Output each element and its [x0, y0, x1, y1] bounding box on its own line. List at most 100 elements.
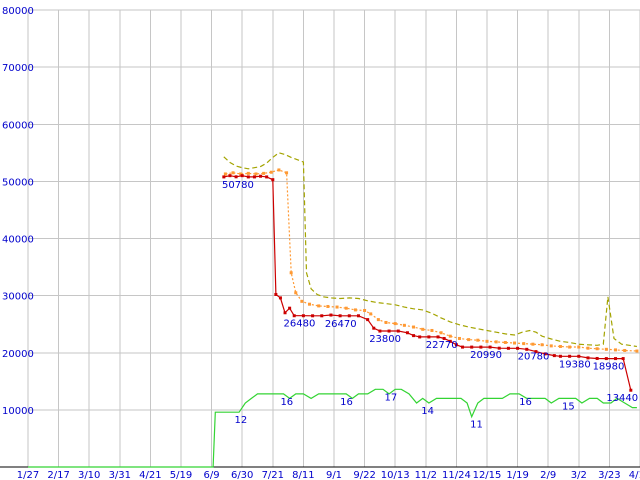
series-marker-lowest-price: [240, 174, 244, 178]
series-marker-average-price: [277, 168, 281, 172]
series-marker-lowest-price: [436, 335, 440, 339]
series-marker-lowest-price: [621, 357, 625, 361]
store-count-label: 17: [384, 392, 397, 403]
series-marker-lowest-price: [259, 174, 263, 178]
x-tick-label: 3/23: [598, 470, 620, 480]
series-marker-average-price: [384, 320, 388, 324]
series-marker-lowest-price: [525, 347, 529, 351]
series-marker-average-price: [457, 336, 461, 340]
x-tick-label: 9/1: [326, 470, 342, 480]
series-marker-average-price: [369, 312, 373, 316]
y-tick-label: 80000: [2, 6, 34, 17]
series-marker-lowest-price: [271, 178, 275, 182]
store-count-label: 16: [340, 397, 353, 408]
y-tick-label: 50000: [2, 177, 34, 188]
series-line-store-count: [28, 388, 637, 468]
series-marker-lowest-price: [347, 314, 351, 318]
series-marker-average-price: [595, 347, 599, 351]
price-value-label: 22770: [426, 340, 458, 351]
store-count-label: 12: [235, 415, 248, 426]
series-marker-average-price: [549, 344, 553, 348]
series-marker-average-price: [353, 308, 357, 312]
series-marker-lowest-price: [448, 339, 452, 343]
series-marker-lowest-price: [427, 335, 431, 339]
x-tick-label: 11/24: [442, 470, 471, 480]
y-tick-label: 60000: [2, 120, 34, 131]
series-marker-average-price: [558, 344, 562, 348]
x-tick-label: 4/21: [139, 470, 161, 480]
series-marker-average-price: [308, 302, 312, 306]
series-marker-lowest-price: [552, 354, 556, 358]
series-marker-lowest-price: [543, 352, 547, 356]
series-marker-average-price: [540, 343, 544, 347]
series-marker-lowest-price: [283, 311, 287, 315]
price-value-label: 19380: [559, 359, 591, 370]
x-tick-label: 9/22: [353, 470, 375, 480]
series-marker-average-price: [485, 339, 489, 343]
series-marker-lowest-price: [278, 296, 282, 300]
series-marker-lowest-price: [577, 354, 581, 358]
series-marker-lowest-price: [629, 388, 633, 392]
series-marker-average-price: [294, 291, 298, 295]
x-tick-label: 2/17: [47, 470, 69, 480]
series-marker-lowest-price: [320, 314, 324, 318]
series-marker-average-price: [285, 171, 289, 175]
series-marker-average-price: [448, 334, 452, 338]
series-marker-average-price: [412, 325, 416, 329]
store-count-label: 15: [562, 401, 575, 412]
x-tick-label: 3/10: [78, 470, 100, 480]
series-marker-lowest-price: [558, 354, 562, 358]
price-value-label: 20990: [470, 350, 502, 361]
x-tick-label: 1/27: [17, 470, 39, 480]
x-tick-label: 3/2: [571, 470, 587, 480]
series-marker-average-price: [604, 347, 608, 351]
series-marker-average-price: [246, 171, 250, 175]
series-marker-average-price: [531, 342, 535, 346]
x-tick-label: 6/9: [204, 470, 220, 480]
series-marker-average-price: [269, 170, 273, 174]
series-marker-lowest-price: [586, 356, 590, 360]
series-marker-lowest-price: [338, 314, 342, 318]
price-value-label: 23800: [369, 334, 401, 345]
store-count-label: 16: [519, 397, 532, 408]
series-marker-lowest-price: [222, 175, 226, 179]
series-marker-lowest-price: [506, 346, 510, 350]
price-value-label: 18980: [593, 362, 625, 373]
series-marker-average-price: [300, 299, 304, 303]
series-marker-average-price: [577, 345, 581, 349]
series-marker-lowest-price: [288, 306, 292, 310]
series-marker-lowest-price: [461, 345, 465, 349]
series-marker-average-price: [223, 172, 227, 176]
series-marker-average-price: [494, 340, 498, 344]
y-tick-label: 30000: [2, 292, 34, 303]
y-tick-label: 40000: [2, 235, 34, 246]
price-value-label: 20780: [518, 351, 550, 362]
series-marker-lowest-price: [595, 356, 599, 360]
series-marker-lowest-price: [228, 174, 232, 178]
series-marker-lowest-price: [387, 329, 391, 333]
series-marker-average-price: [254, 172, 258, 176]
series-marker-average-price: [476, 338, 480, 342]
series-marker-lowest-price: [604, 357, 608, 361]
price-value-label: 26470: [325, 319, 357, 330]
series-marker-average-price: [467, 338, 471, 342]
series-marker-lowest-price: [378, 329, 382, 333]
series-marker-average-price: [513, 341, 517, 345]
series-marker-average-price: [344, 306, 348, 310]
series-marker-average-price: [326, 304, 330, 308]
store-count-label: 16: [280, 397, 293, 408]
series-marker-lowest-price: [274, 292, 278, 296]
series-marker-lowest-price: [234, 175, 238, 179]
series-marker-lowest-price: [356, 314, 360, 318]
series-marker-lowest-price: [311, 314, 315, 318]
series-marker-lowest-price: [442, 336, 446, 340]
x-tick-label: 4/13: [629, 470, 640, 480]
series-marker-average-price: [568, 345, 572, 349]
series-marker-lowest-price: [292, 314, 296, 318]
store-count-label: 11: [470, 420, 483, 431]
series-marker-average-price: [586, 346, 590, 350]
series-marker-lowest-price: [568, 354, 572, 358]
series-marker-lowest-price: [454, 343, 458, 347]
